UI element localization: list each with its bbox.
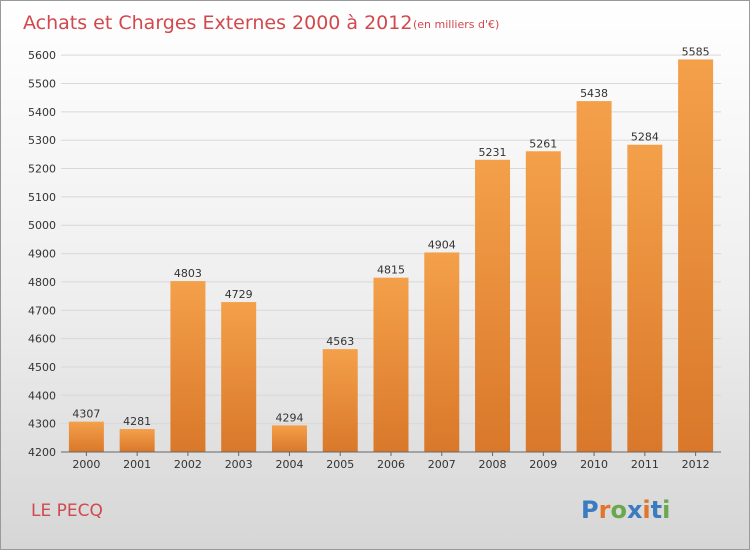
y-tick-label: 5300 <box>28 134 56 147</box>
data-label-2011: 5284 <box>631 131 659 144</box>
bars: 4307 4281 4803 4729 4294 4563 4815 4904 5231 5261… <box>68 45 714 453</box>
x-tick-label: 2009 <box>529 458 557 471</box>
x-tick-label: 2007 <box>428 458 456 471</box>
proxiti-logo[interactable]: Proxiti <box>581 496 670 524</box>
y-tick-label: 4300 <box>28 418 56 431</box>
bar-2002 <box>170 281 206 452</box>
data-label-2010: 5438 <box>580 87 608 100</box>
x-tick-label: 2001 <box>123 458 151 471</box>
y-tick-label: 4200 <box>28 446 56 459</box>
x-axis: 2000 2001 2002 2003 2004 2005 2006 2007 2008 2009… <box>61 451 721 471</box>
bar-2004 <box>271 425 307 452</box>
data-label-2012: 5585 <box>682 45 710 58</box>
y-tick-label: 5100 <box>28 191 56 204</box>
logo-letter: r <box>599 496 611 524</box>
bar-2007 <box>424 252 460 452</box>
y-tick-label: 4900 <box>28 248 56 261</box>
data-label-2002: 4803 <box>174 267 202 280</box>
data-label-2001: 4281 <box>123 415 151 428</box>
bar-2003 <box>221 302 257 452</box>
logo-letter: i <box>662 496 670 524</box>
data-label-2009: 5261 <box>529 137 557 150</box>
y-tick-label: 5000 <box>28 219 56 232</box>
bar-2009 <box>525 151 561 452</box>
bar-2006 <box>373 277 409 452</box>
logo-letter: P <box>581 496 599 524</box>
bar-2012 <box>678 59 714 453</box>
logo-letter: i <box>642 496 650 524</box>
data-label-2003: 4729 <box>225 288 253 301</box>
data-label-2006: 4815 <box>377 264 405 277</box>
x-tick-label: 2010 <box>580 458 608 471</box>
y-tick-label: 4400 <box>28 389 56 402</box>
y-tick-label: 5200 <box>28 163 56 176</box>
chart-title: Achats et Charges Externes 2000 à 2012 <box>23 12 412 34</box>
x-tick-label: 2000 <box>72 458 100 471</box>
logo-letter: o <box>610 496 627 524</box>
y-tick-label: 4500 <box>28 361 56 374</box>
bar-2000 <box>68 421 104 452</box>
x-tick-label: 2002 <box>174 458 202 471</box>
logo-letter: t <box>651 496 662 524</box>
y-tick-label: 4700 <box>28 304 56 317</box>
x-tick-label: 2011 <box>631 458 659 471</box>
y-tick-label: 5600 <box>28 49 56 62</box>
x-tick-label: 2005 <box>326 458 354 471</box>
x-tick-label: 2006 <box>377 458 405 471</box>
y-tick-label: 5500 <box>28 78 56 91</box>
bar-2008 <box>475 159 511 452</box>
x-tick-label: 2003 <box>225 458 253 471</box>
x-tick-label: 2004 <box>275 458 303 471</box>
chart-subtitle: (en milliers d'€) <box>413 18 499 31</box>
y-axis: 4200 4300 4400 4500 4600 4700 4800 4900 5000 5100… <box>28 49 56 459</box>
data-label-2005: 4563 <box>326 335 354 348</box>
data-label-2000: 4307 <box>72 408 100 421</box>
logo-letter: x <box>627 496 643 524</box>
data-label-2008: 5231 <box>479 146 507 159</box>
data-label-2004: 4294 <box>275 411 303 424</box>
y-tick-label: 5400 <box>28 106 56 119</box>
commune-name: LE PECQ <box>31 501 103 521</box>
y-tick-label: 4600 <box>28 333 56 346</box>
x-tick-label: 2012 <box>682 458 710 471</box>
bar-2011 <box>627 144 663 452</box>
bar-2001 <box>119 429 155 452</box>
bar-2005 <box>322 349 358 452</box>
bar-2010 <box>576 101 612 452</box>
y-tick-label: 4800 <box>28 276 56 289</box>
x-tick-label: 2008 <box>479 458 507 471</box>
data-label-2007: 4904 <box>428 238 456 251</box>
